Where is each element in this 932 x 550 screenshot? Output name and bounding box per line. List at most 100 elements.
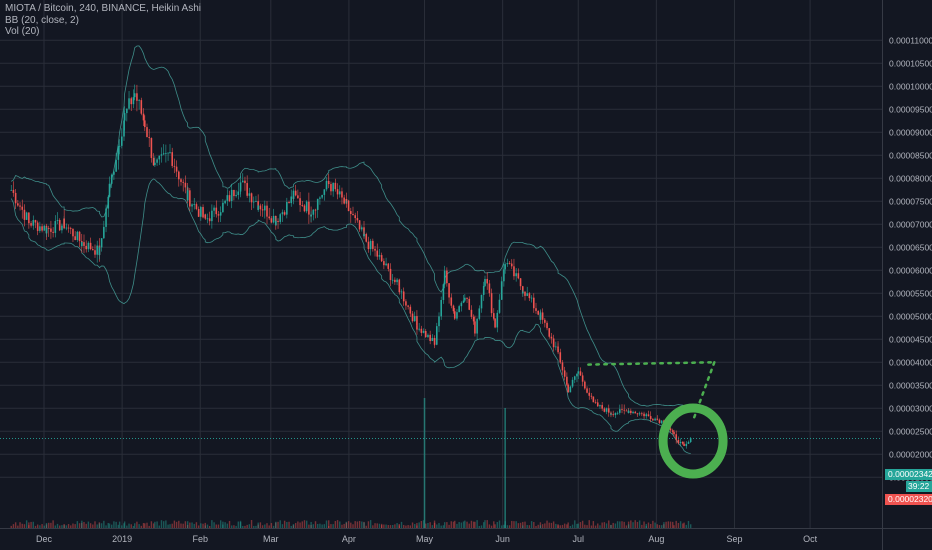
candle-body xyxy=(17,203,19,206)
volume-bar xyxy=(660,525,663,528)
volume-bar xyxy=(10,525,12,528)
volume-bar xyxy=(409,525,412,528)
candle-body xyxy=(133,93,136,98)
volume-bar xyxy=(257,522,259,528)
volume-bar xyxy=(321,524,323,528)
volume-bar xyxy=(50,522,52,528)
volume-bar xyxy=(72,523,74,528)
candle-body xyxy=(178,171,180,180)
candle-body xyxy=(413,316,416,322)
volume-bar xyxy=(336,520,339,528)
candle-body xyxy=(605,408,608,412)
volume-bar xyxy=(414,524,416,528)
candle-body xyxy=(383,261,385,266)
volume-bar xyxy=(186,521,189,528)
candle-body xyxy=(266,205,268,217)
candle-body xyxy=(202,207,204,218)
candle-body xyxy=(358,220,361,230)
candle-body xyxy=(458,306,460,313)
candle-body xyxy=(416,316,418,326)
candle-body xyxy=(528,293,531,299)
candle-body xyxy=(228,195,231,201)
volume-bar xyxy=(605,523,608,528)
volume-bar xyxy=(233,525,235,528)
candle-body xyxy=(494,318,496,328)
candle-body xyxy=(656,418,659,420)
candle-body xyxy=(128,98,130,109)
volume-bar xyxy=(204,525,206,528)
candle-body xyxy=(367,241,370,250)
candle-body xyxy=(354,215,356,219)
candle-body xyxy=(323,189,326,195)
volume-bar xyxy=(566,524,568,528)
volume-bar xyxy=(178,520,180,528)
candle-body xyxy=(660,420,663,423)
candle-body xyxy=(571,379,574,387)
candle-body xyxy=(433,342,436,345)
volume-bar xyxy=(266,523,268,528)
candle-body xyxy=(226,195,229,201)
volume-bar xyxy=(496,522,498,528)
candle-body xyxy=(649,416,652,420)
candle-body xyxy=(418,328,420,330)
volume-bar xyxy=(576,523,578,528)
candle-body xyxy=(673,431,675,435)
volume-bar xyxy=(193,523,195,528)
bollinger-label: BB (20, close, 2) xyxy=(5,14,79,26)
volume-bar xyxy=(235,525,237,528)
candle-body xyxy=(468,298,471,310)
candle-body xyxy=(420,328,423,333)
candle-body xyxy=(424,330,427,338)
volume-bar xyxy=(92,524,94,528)
candle-body xyxy=(623,409,625,411)
volume-bar xyxy=(171,523,173,528)
candle-body xyxy=(191,204,193,207)
candle-body xyxy=(180,179,182,182)
volume-bar xyxy=(186,524,189,528)
volume-bar xyxy=(537,524,539,528)
volume-bar xyxy=(654,522,656,528)
x-tick-label: Oct xyxy=(803,534,818,544)
volume-bar xyxy=(41,524,43,528)
candle-body xyxy=(387,263,390,269)
candle-body xyxy=(319,197,321,199)
volume-bar xyxy=(288,521,290,528)
candle-body xyxy=(682,441,684,444)
volume-bar xyxy=(363,522,365,528)
candle-body xyxy=(347,200,350,212)
candle-body xyxy=(292,190,295,199)
volume-bar xyxy=(195,522,198,528)
candle-body xyxy=(239,182,242,190)
y-tick-label: 0.00005500 xyxy=(889,288,932,298)
countdown-tag: 39:22 xyxy=(906,481,932,492)
candle-body xyxy=(123,113,126,121)
candle-body xyxy=(152,157,155,166)
volume-bar xyxy=(672,521,674,528)
volume-bar xyxy=(76,521,79,528)
volume-bar xyxy=(425,523,427,528)
candle-body xyxy=(436,326,438,345)
candle-body xyxy=(470,309,473,317)
candle-body xyxy=(557,348,559,353)
candle-body xyxy=(268,216,270,219)
candle-body xyxy=(352,213,354,216)
volume-bar xyxy=(272,525,275,528)
candle-body xyxy=(460,302,463,307)
y-tick-label: 0.00007000 xyxy=(889,219,932,229)
candle-body xyxy=(248,193,251,196)
volume-bar xyxy=(224,522,226,528)
candle-body xyxy=(173,165,176,167)
candle-body xyxy=(594,402,597,404)
candle-body xyxy=(169,152,171,153)
candle-body xyxy=(195,204,198,209)
volume-bar xyxy=(559,525,561,528)
volume-bar xyxy=(169,524,171,528)
volume-bar xyxy=(378,523,381,528)
candle-body xyxy=(330,184,332,192)
volume-bar xyxy=(526,525,528,528)
candle-body xyxy=(654,418,656,421)
volume-bar xyxy=(673,525,675,528)
volume-bar xyxy=(334,521,337,528)
volume-bar xyxy=(319,523,321,528)
